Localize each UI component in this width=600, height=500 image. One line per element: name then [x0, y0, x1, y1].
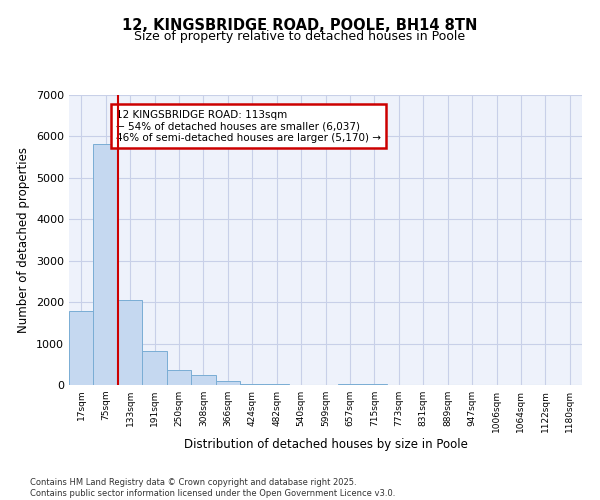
Bar — [215, 381, 240, 385]
Bar — [265, 384, 289, 385]
Y-axis label: Number of detached properties: Number of detached properties — [17, 147, 31, 333]
Text: 12, KINGSBRIDGE ROAD, POOLE, BH14 8TN: 12, KINGSBRIDGE ROAD, POOLE, BH14 8TN — [122, 18, 478, 32]
Bar — [191, 376, 215, 385]
Text: Size of property relative to detached houses in Poole: Size of property relative to detached ho… — [134, 30, 466, 43]
Bar — [240, 384, 265, 385]
Bar — [362, 384, 386, 385]
Bar — [142, 351, 167, 385]
X-axis label: Distribution of detached houses by size in Poole: Distribution of detached houses by size … — [184, 438, 467, 450]
Bar — [69, 312, 94, 385]
Bar — [167, 370, 191, 385]
Bar — [118, 300, 142, 385]
Text: Contains HM Land Registry data © Crown copyright and database right 2025.
Contai: Contains HM Land Registry data © Crown c… — [30, 478, 395, 498]
Bar — [94, 144, 118, 385]
Bar — [338, 384, 362, 385]
Text: 12 KINGSBRIDGE ROAD: 113sqm
← 54% of detached houses are smaller (6,037)
46% of : 12 KINGSBRIDGE ROAD: 113sqm ← 54% of det… — [116, 110, 381, 142]
